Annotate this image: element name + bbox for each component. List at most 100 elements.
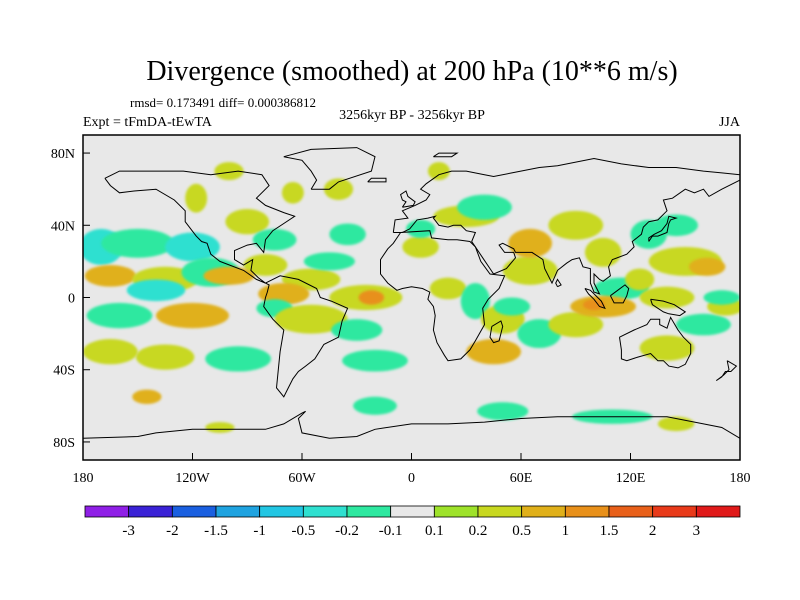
anomaly-region-14 — [225, 209, 270, 235]
colorbar-swatch — [608, 505, 654, 518]
colorbar-swatch — [215, 505, 261, 518]
colorbar-label: 2 — [649, 523, 657, 539]
x-tick-label: 60E — [510, 471, 533, 486]
anomaly-region-48 — [583, 299, 605, 311]
anomaly-region-19 — [303, 252, 355, 271]
anomaly-region-58 — [703, 290, 740, 305]
coastline-new-zealand — [715, 360, 738, 382]
stats-subtitle: rmsd= 0.173491 diff= 0.000386812 — [130, 95, 316, 110]
anomaly-region-31 — [402, 236, 439, 258]
anomaly-region-55 — [676, 313, 731, 336]
coastline-south-america — [263, 275, 349, 398]
anomaly-region-60 — [132, 389, 162, 405]
anomaly-region-12 — [205, 346, 271, 372]
anomaly-region-25 — [331, 319, 383, 341]
x-tick-label: 180 — [73, 471, 94, 486]
anomaly-region-39 — [502, 255, 558, 285]
anomaly-region-16 — [243, 254, 288, 276]
anomaly-region-40 — [508, 228, 553, 258]
anomaly-region-61 — [353, 396, 397, 415]
coastline-japan — [648, 215, 678, 242]
anomaly-region-54 — [639, 286, 695, 309]
coastline-svalbard — [433, 152, 459, 158]
anomaly-region-17 — [203, 266, 255, 285]
colorbar: -3 -2 -1.5 -1 -0.5 -0.2 -0.1 0.1 0.2 0.5 1 1.5 2 3 — [84, 505, 741, 539]
season-label: JJA — [719, 115, 741, 130]
x-tick-label: 180 — [730, 471, 751, 486]
colorbar-label: 1 — [562, 523, 570, 539]
anomaly-region-53 — [654, 214, 699, 237]
x-tick-label: 0 — [408, 471, 415, 486]
colorbar-label: -2 — [166, 523, 179, 539]
colorbar-swatch — [695, 505, 741, 518]
anomaly-region-4 — [84, 265, 136, 287]
anomaly-region-23 — [358, 290, 385, 305]
coastline-sri-lanka — [555, 278, 562, 288]
x-tick-label: 120W — [175, 471, 210, 486]
colorbar-label: 0.2 — [469, 523, 488, 539]
colorbar-swatch — [477, 505, 523, 518]
colorbar-swatch — [84, 505, 130, 518]
anomaly-layer — [83, 162, 740, 433]
colorbar-label: -3 — [122, 523, 135, 539]
colorbar-label: 3 — [693, 523, 701, 539]
anomaly-region-6 — [126, 279, 186, 302]
period-label: 3256kyr BP - 3256kyr BP — [339, 108, 485, 123]
anomaly-region-65 — [205, 422, 235, 433]
anomaly-region-10 — [83, 339, 138, 365]
anomaly-region-8 — [86, 302, 153, 329]
coastline-australia — [619, 316, 692, 369]
anomaly-region-15 — [252, 228, 297, 251]
anomaly-region-59 — [427, 162, 450, 181]
coastline-layer — [83, 147, 740, 439]
colorbar-swatch — [128, 505, 173, 518]
colorbar-label: 0.1 — [425, 523, 444, 539]
anomaly-region-24 — [274, 304, 348, 334]
colorbar-swatch — [564, 505, 610, 518]
coastline-new-guinea — [650, 298, 687, 317]
anomaly-region-30 — [214, 162, 244, 181]
colorbar-swatch — [433, 505, 479, 518]
colorbar-label: -0.2 — [335, 523, 359, 539]
anomaly-region-56 — [639, 335, 695, 361]
colorbar-label: -0.1 — [379, 523, 403, 539]
anomaly-region-35 — [429, 277, 467, 300]
anomaly-region-38 — [466, 339, 521, 365]
colorbar-label: -1 — [253, 523, 266, 539]
colorbar-swatch — [652, 505, 697, 518]
anomaly-region-26 — [342, 349, 408, 372]
x-tick-label: 120E — [616, 471, 646, 486]
anomaly-region-13 — [185, 183, 208, 213]
anomaly-region-2 — [101, 228, 175, 258]
anomaly-region-11 — [135, 344, 195, 370]
anomaly-region-44 — [548, 210, 604, 240]
colorbar-swatch — [259, 505, 304, 518]
anomaly-region-9 — [156, 302, 229, 329]
colorbar-swatch — [346, 505, 392, 518]
anomaly-region-42 — [493, 297, 531, 316]
anomaly-region-62 — [477, 402, 529, 421]
coastline-iceland — [367, 177, 387, 183]
colorbar-label: -1.5 — [204, 523, 228, 539]
anomaly-region-28 — [329, 223, 366, 246]
colorbar-label: -0.5 — [291, 523, 315, 539]
y-tick-label: 0 — [68, 292, 75, 307]
anomaly-region-45 — [584, 237, 622, 267]
y-tick-label: 40S — [53, 364, 75, 379]
anomaly-region-27 — [323, 178, 354, 201]
chart-title: Divergence (smoothed) at 200 hPa (10**6 … — [146, 56, 677, 87]
axis-ticks: 180 120W 60W 0 60E 120E 180 80N 40N 0 40S 80S — [51, 147, 751, 486]
coastline-borneo — [609, 284, 630, 304]
colorbar-swatch — [521, 505, 566, 518]
anomaly-region-3 — [165, 232, 220, 262]
coastline-africa — [380, 230, 506, 362]
y-tick-label: 40N — [51, 219, 75, 234]
colorbar-swatch — [302, 505, 348, 518]
anomaly-region-29 — [281, 181, 304, 204]
coastline-antarctica — [83, 410, 740, 439]
anomaly-region-34 — [457, 194, 512, 220]
anomaly-region-20 — [258, 283, 310, 305]
colorbar-label: 0.5 — [512, 523, 531, 539]
colorbar-swatch — [390, 505, 435, 518]
anomaly-region-52 — [688, 257, 726, 276]
